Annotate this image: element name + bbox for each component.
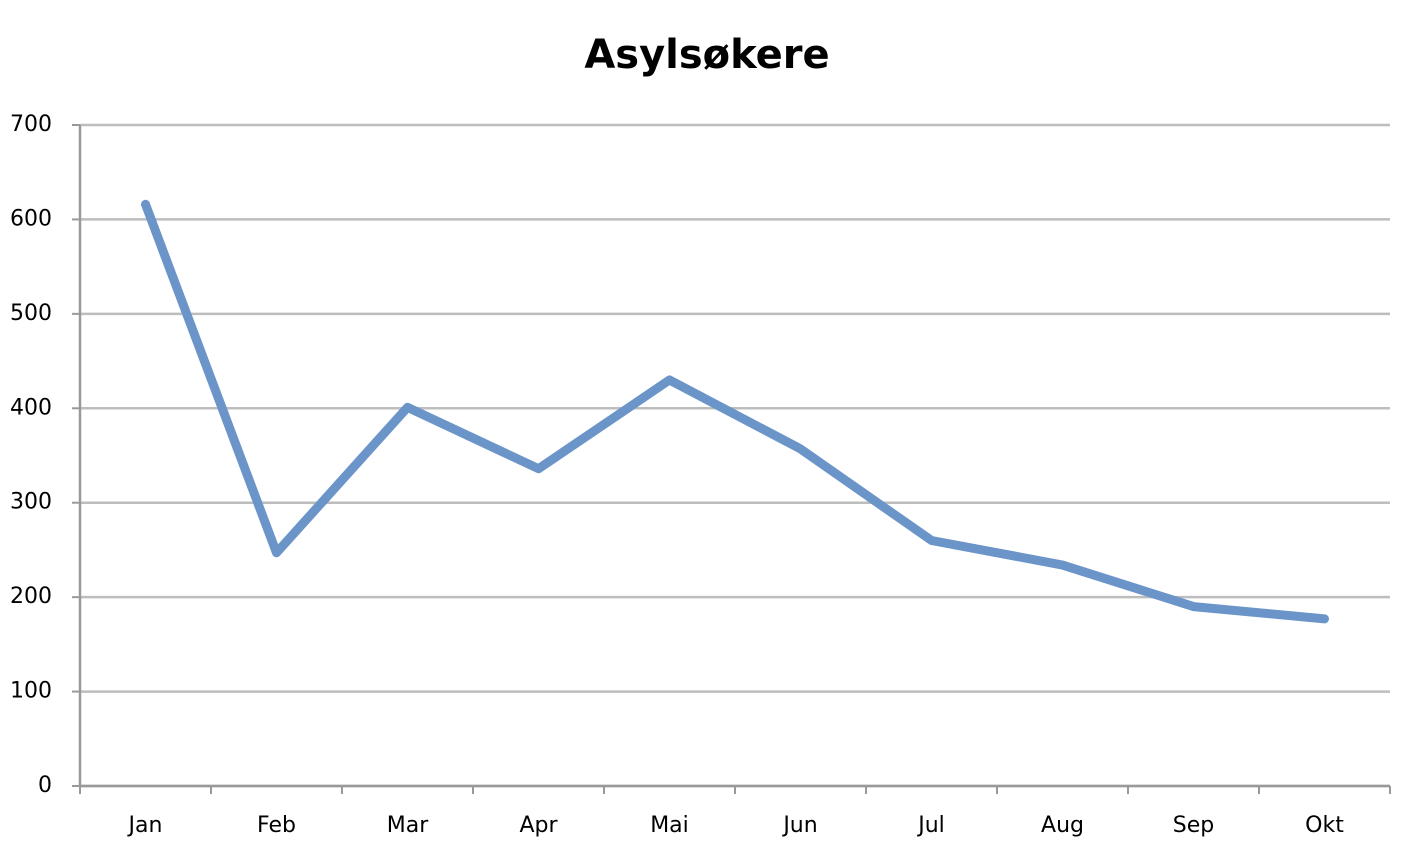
x-tick-label: Mar bbox=[387, 813, 429, 838]
x-tick-label: Okt bbox=[1305, 813, 1344, 838]
x-tick-label: Jul bbox=[916, 813, 945, 838]
x-tick-label: Feb bbox=[257, 813, 296, 838]
x-tick-label: Apr bbox=[519, 813, 558, 838]
y-tick-label: 700 bbox=[10, 112, 52, 137]
data-line bbox=[141, 199, 1329, 624]
x-tick-label: Jan bbox=[127, 813, 163, 838]
y-tick-label: 200 bbox=[10, 584, 52, 609]
x-tick-label: Sep bbox=[1173, 813, 1214, 838]
y-tick-label: 0 bbox=[38, 773, 52, 798]
y-tick-label: 500 bbox=[10, 301, 52, 326]
x-tick-label: Aug bbox=[1041, 813, 1084, 838]
y-tick-label: 300 bbox=[10, 490, 52, 515]
chart-title: Asylsøkere bbox=[584, 32, 829, 78]
y-tick-label: 600 bbox=[10, 206, 52, 231]
x-tick-label: Jun bbox=[781, 813, 817, 838]
y-tick-label: 400 bbox=[10, 395, 52, 420]
x-tick-label: Mai bbox=[650, 813, 689, 838]
y-tick-label: 100 bbox=[10, 679, 52, 704]
